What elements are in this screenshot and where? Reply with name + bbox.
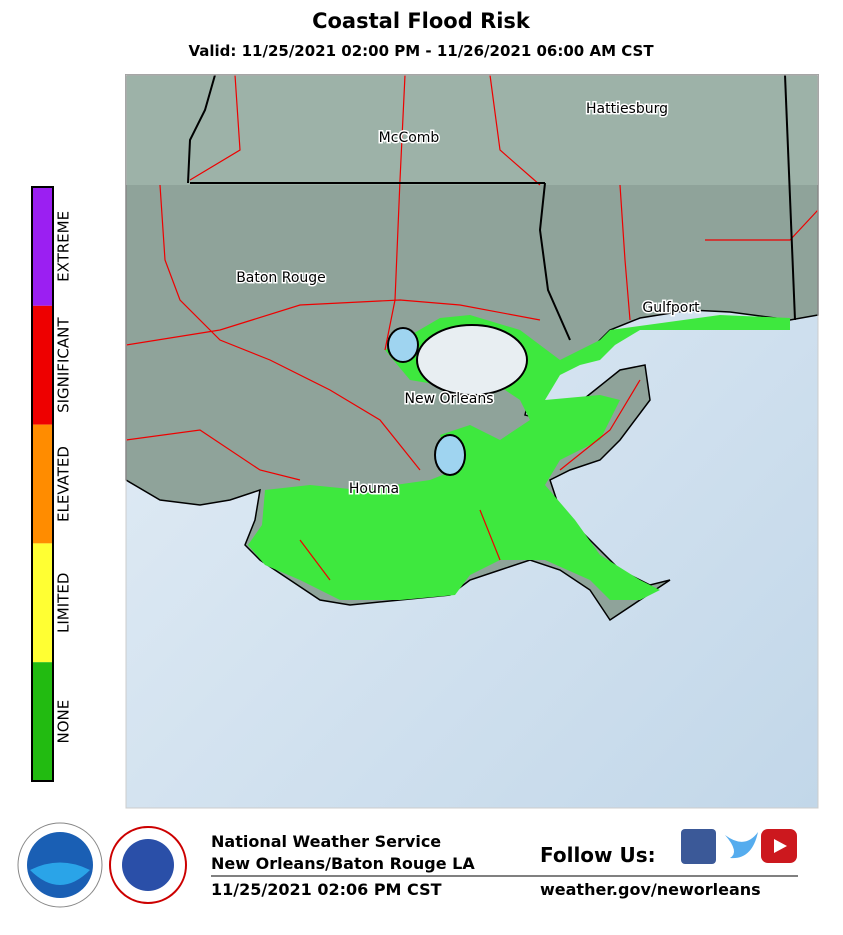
city-label: Hattiesburg — [586, 101, 668, 117]
upland-shade — [126, 75, 818, 185]
twitter-icon[interactable] — [725, 832, 758, 859]
facebook-icon[interactable] — [681, 829, 716, 864]
legend: EXTREME SIGNIFICANT ELEVATED LIMITED NONE — [31, 186, 73, 782]
legend-swatch — [32, 662, 53, 781]
legend-swatch — [32, 187, 53, 306]
legend-label: LIMITED — [55, 573, 73, 633]
lake-pontchartrain — [416, 324, 528, 396]
legend-swatch — [32, 424, 53, 544]
map-border — [125, 74, 819, 809]
lake-salvador — [434, 434, 466, 476]
lake-maurepas — [387, 327, 419, 363]
legend-label: SIGNIFICANT — [55, 317, 73, 413]
city-label: New Orleans — [404, 391, 493, 407]
city-label: McComb — [379, 130, 440, 146]
legend-swatch — [32, 543, 53, 663]
title: Coastal Flood Risk — [312, 9, 531, 33]
legend-border — [31, 186, 54, 782]
footer: National Weather Service New Orleans/Bat… — [17, 822, 798, 908]
legend-swatch — [32, 305, 53, 425]
office: National Weather Service — [211, 832, 441, 851]
county-lines — [125, 74, 819, 581]
legend-label: NONE — [55, 700, 73, 744]
noaa-wave — [30, 862, 90, 885]
city-label: Houma — [349, 481, 399, 497]
subtitle: Valid: 11/25/2021 02:00 PM - 11/26/2021 … — [188, 42, 654, 60]
location: New Orleans/Baton Rouge LA — [211, 854, 475, 873]
city-label: Gulfport — [642, 300, 700, 316]
state-lines — [187, 74, 796, 341]
risk-area — [248, 315, 790, 600]
issued: 11/25/2021 02:06 PM CST — [211, 880, 442, 899]
city-label: Baton Rouge — [236, 270, 326, 286]
follow: Follow Us: — [540, 843, 656, 867]
nws-logo-inner — [122, 839, 174, 891]
youtube-play — [774, 839, 787, 853]
map: Hattiesburg McComb Baton Rouge Gulfport New … — [125, 74, 819, 809]
website: weather.gov/neworleans — [540, 880, 761, 899]
legend-label: ELEVATED — [55, 446, 73, 522]
legend-label: EXTREME — [55, 211, 73, 282]
